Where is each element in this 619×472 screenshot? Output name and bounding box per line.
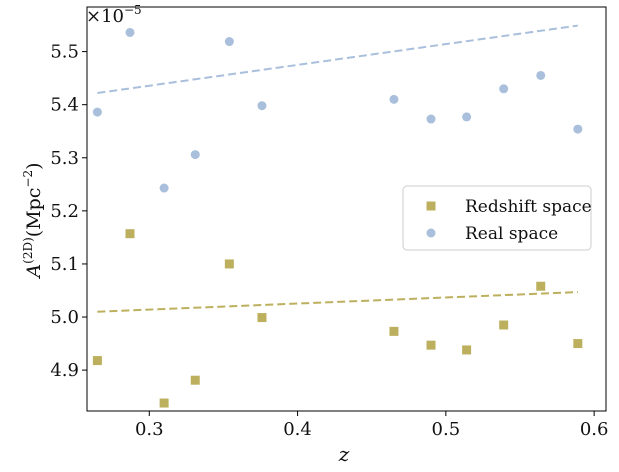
x-tick-label: 0.6 bbox=[580, 419, 609, 440]
y-axis-label: A(2D)(Mpc−2) bbox=[21, 162, 45, 279]
fit-line-redshift bbox=[97, 291, 578, 313]
data-point-real bbox=[92, 107, 102, 117]
data-point-real bbox=[125, 27, 135, 37]
y-multiplier: ×10−5 bbox=[86, 3, 142, 27]
data-point-redshift bbox=[125, 229, 135, 239]
data-point-redshift bbox=[257, 313, 267, 323]
data-point-real bbox=[426, 114, 436, 124]
legend-marker-real bbox=[426, 228, 436, 238]
y-multiplier-base: ×10 bbox=[86, 6, 124, 27]
fit-line-real bbox=[97, 24, 578, 94]
y-tick-label: 5.3 bbox=[50, 148, 79, 169]
data-point-real bbox=[499, 84, 509, 94]
data-point-real bbox=[159, 183, 169, 193]
y-tick-label: 5.5 bbox=[50, 42, 79, 63]
y-label-symbol: A bbox=[23, 264, 45, 280]
data-point-redshift bbox=[462, 345, 472, 355]
data-point-redshift bbox=[92, 356, 102, 366]
legend-marker-redshift bbox=[426, 201, 436, 211]
y-label-unit-open: (Mpc bbox=[23, 188, 45, 238]
y-tick-label: 5.2 bbox=[50, 201, 79, 222]
x-tick-label: 0.5 bbox=[432, 419, 461, 440]
y-label-unit-superscript: −2 bbox=[21, 170, 35, 188]
data-point-redshift bbox=[499, 320, 509, 330]
data-point-real bbox=[224, 37, 234, 47]
y-multiplier-exponent: −5 bbox=[124, 3, 142, 17]
data-point-real bbox=[389, 94, 399, 104]
data-point-real bbox=[462, 112, 472, 122]
y-axis: 4.9 5.0 5.1 5.2 5.3 5.4 5.5 bbox=[50, 42, 87, 381]
y-tick-label: 5.0 bbox=[50, 307, 79, 328]
data-point-redshift bbox=[159, 398, 169, 408]
data-point-redshift bbox=[224, 259, 234, 269]
data-point-redshift bbox=[536, 281, 546, 291]
data-point-real bbox=[536, 70, 546, 80]
y-tick-label: 5.1 bbox=[50, 254, 79, 275]
data-point-redshift bbox=[426, 340, 436, 350]
x-axis: 0.3 0.4 0.5 0.6 bbox=[135, 411, 608, 440]
y-tick-label: 4.9 bbox=[50, 360, 79, 381]
y-tick-label: 5.4 bbox=[50, 95, 79, 116]
x-tick-label: 0.3 bbox=[135, 419, 164, 440]
legend-label: Redshift space bbox=[465, 197, 592, 217]
data-point-redshift bbox=[389, 326, 399, 336]
y-label-superscript: (2D) bbox=[21, 237, 35, 264]
y-label-unit-close: ) bbox=[23, 162, 45, 169]
fit-lines bbox=[97, 24, 578, 313]
legend: Redshift space Real space bbox=[402, 185, 592, 251]
data-point-redshift bbox=[190, 375, 200, 385]
data-point-real bbox=[257, 101, 267, 111]
data-point-real bbox=[190, 150, 200, 160]
data-point-real bbox=[573, 124, 583, 134]
data-points bbox=[92, 27, 583, 408]
plot-frame bbox=[86, 6, 607, 412]
legend-label: Real space bbox=[465, 224, 558, 244]
x-axis-label: z bbox=[338, 442, 350, 466]
legend-box bbox=[402, 185, 592, 251]
data-point-redshift bbox=[573, 339, 583, 349]
x-tick-label: 0.4 bbox=[283, 419, 312, 440]
